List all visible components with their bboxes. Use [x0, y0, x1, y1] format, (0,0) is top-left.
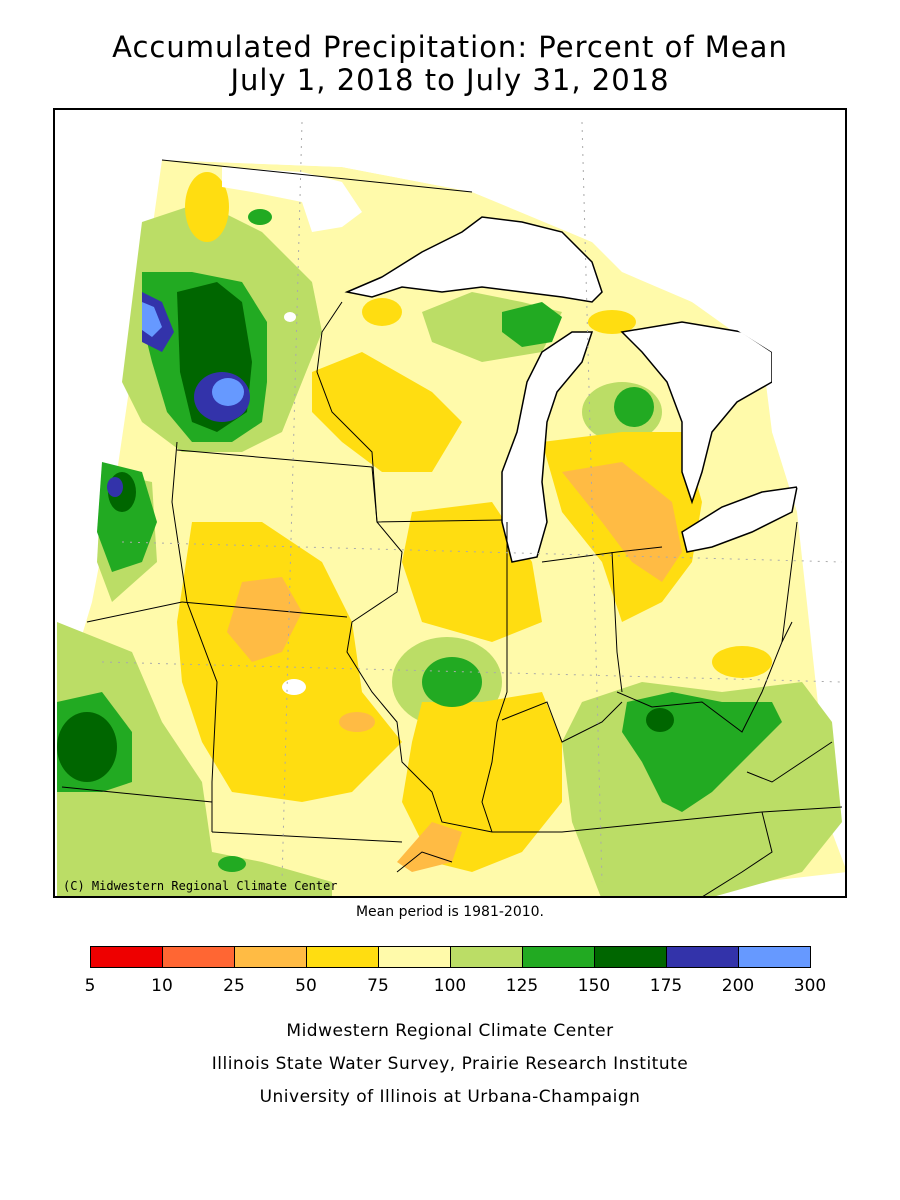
legend-swatch [234, 946, 307, 968]
legend-tick-label: 150 [577, 976, 611, 996]
region-orange-iowa [227, 577, 302, 662]
region-green-il [422, 657, 482, 707]
map-canvas [57, 121, 845, 896]
region-white-il [282, 679, 306, 695]
lake-erie [681, 486, 798, 553]
legend-swatch [378, 946, 451, 968]
legend-swatch [522, 946, 595, 968]
region-darkgreen-ky [646, 708, 674, 732]
color-legend [90, 946, 811, 970]
legend-swatch [594, 946, 667, 968]
legend-tick-label: 5 [84, 976, 96, 996]
region-yellow-mn [362, 298, 402, 326]
legend-tick-label: 300 [793, 976, 827, 996]
grid-dots [101, 121, 843, 883]
legend-swatch [450, 946, 523, 968]
legend-swatch [90, 946, 163, 968]
legend-swatch [162, 946, 235, 968]
region-green-nd [248, 209, 272, 225]
credit-line-2: Illinois State Water Survey, Prairie Res… [211, 1054, 689, 1074]
legend-tick-label: 200 [721, 976, 755, 996]
region-orange-mi [562, 462, 682, 582]
region-yellow-wi [312, 352, 462, 472]
region-yellow-nw [185, 172, 229, 242]
region-green-mi [614, 387, 654, 427]
legend-tick-label: 175 [649, 976, 683, 996]
region-blue-nw1 [142, 302, 162, 337]
legend-tick-label: 25 [223, 976, 245, 996]
legend-swatch [666, 946, 739, 968]
legend-tick-label: 125 [505, 976, 539, 996]
mean-period-note: Mean period is 1981-2010. [355, 904, 545, 920]
legend-swatch [738, 946, 811, 968]
precipitation-map: (C) Midwestern Regional Climate Center [53, 108, 847, 898]
lake-michigan [501, 331, 594, 563]
canada-north [162, 142, 845, 522]
region-white-canada [222, 167, 362, 232]
region-yellow-oh [712, 646, 772, 678]
map-title-line1: Accumulated Precipitation: Percent of Me… [112, 30, 788, 64]
region-darkgreen-sw [57, 712, 117, 782]
legend-tick-label: 100 [433, 976, 467, 996]
region-green-mo [218, 856, 246, 872]
region-purple-ia [107, 477, 123, 497]
legend-swatch [306, 946, 379, 968]
region-white-nd [284, 312, 296, 322]
map-title-line2: July 1, 2018 to July 31, 2018 [230, 63, 670, 97]
credit-line-1: Midwestern Regional Climate Center [286, 1021, 614, 1041]
legend-tick-label: 50 [295, 976, 317, 996]
legend-tick-label: 75 [367, 976, 389, 996]
copyright-notice: (C) Midwestern Regional Climate Center [63, 879, 338, 893]
region-green-up [502, 302, 562, 347]
lake-superior [344, 216, 603, 303]
region-yellow-iowa [177, 522, 402, 802]
credit-line-3: University of Illinois at Urbana-Champai… [259, 1087, 641, 1107]
region-light-green-west [57, 622, 332, 896]
state-boundaries [61, 159, 843, 896]
region-orange-il [339, 712, 375, 732]
region-blue-nw2 [212, 378, 244, 406]
legend-tick-label: 10 [151, 976, 173, 996]
region-yellow-up [588, 310, 636, 334]
